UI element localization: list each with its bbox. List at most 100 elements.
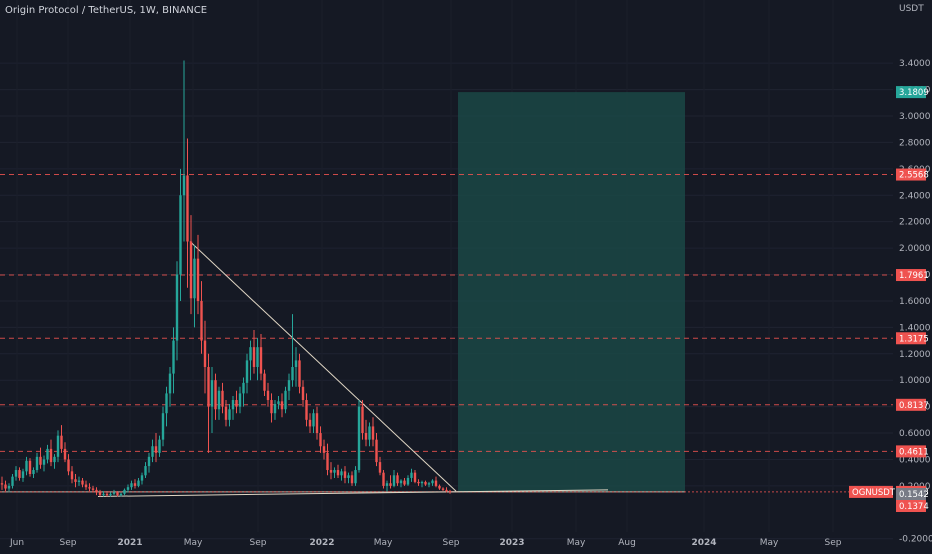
candle	[88, 483, 91, 492]
price-tag: 0.8137	[896, 398, 929, 411]
price-tag-bg	[896, 445, 926, 458]
candle	[182, 60, 186, 242]
candle-body	[42, 459, 46, 465]
candle	[343, 466, 347, 484]
candle-body	[224, 406, 228, 420]
price-tag-bg	[896, 168, 926, 181]
candle	[221, 382, 224, 414]
candle	[413, 470, 417, 484]
candle-body	[375, 439, 378, 463]
candle	[35, 452, 39, 473]
candle-body	[217, 390, 221, 410]
candle	[445, 487, 448, 493]
x-tick-label: May	[374, 538, 393, 548]
candle-body	[319, 433, 322, 447]
candle-body	[88, 487, 91, 489]
candle	[354, 466, 357, 486]
candle	[256, 337, 259, 381]
candle-body	[228, 409, 231, 420]
candle	[420, 480, 424, 488]
candle-body	[116, 492, 119, 496]
candle-body	[172, 340, 175, 374]
price-tags-layer: 3.1809 2.5568 1.7961 1.3175 0.8137 0.4611 0.15…	[849, 86, 929, 512]
candle-body	[277, 401, 280, 404]
candle-body	[312, 413, 315, 427]
candle-body	[399, 480, 403, 484]
candle	[235, 390, 238, 414]
candle	[81, 477, 84, 488]
candle-body	[403, 480, 406, 485]
candle-body	[291, 366, 294, 381]
candle-body	[298, 360, 301, 387]
price-tag: 0.4611	[896, 445, 929, 458]
candle-body	[207, 366, 210, 407]
candle-body	[249, 347, 252, 361]
candle	[151, 439, 154, 463]
candle-body	[196, 258, 200, 301]
candle	[252, 330, 256, 374]
candle	[154, 433, 158, 463]
candle-body	[273, 403, 277, 414]
candle	[249, 340, 252, 381]
candle-body	[396, 475, 399, 484]
symbol-tag-bg	[849, 485, 893, 498]
price-tag: 1.7961	[896, 269, 929, 282]
candle-body	[448, 491, 452, 493]
candle-body	[126, 487, 130, 490]
candle-body	[35, 456, 39, 471]
candle	[441, 487, 445, 492]
x-tick-label: May	[567, 538, 586, 548]
candle-body	[158, 439, 161, 453]
candle	[67, 454, 70, 476]
candle-body	[189, 241, 193, 299]
candle-body	[336, 470, 340, 476]
candle	[217, 386, 221, 420]
candle-body	[361, 406, 364, 434]
candle-body	[263, 373, 266, 391]
price-tag-label: 0.1542	[899, 490, 929, 500]
candle-body	[322, 446, 326, 453]
y-tick-label: 2.0000	[899, 244, 931, 254]
candle	[259, 333, 263, 381]
price-tag: 3.1809	[896, 86, 929, 99]
candle-body	[203, 340, 207, 367]
candle-body	[133, 483, 137, 486]
candle	[399, 479, 403, 488]
candle-body	[368, 426, 371, 440]
candle-body	[382, 472, 385, 486]
candle	[347, 472, 350, 484]
y-tick-label: 0.6000	[899, 429, 931, 439]
candle-body	[389, 483, 392, 486]
candle	[340, 468, 343, 481]
candle	[427, 481, 431, 488]
candle-body	[56, 435, 60, 457]
price-tag-label: 3.1809	[899, 88, 929, 98]
candle-body	[445, 489, 448, 492]
candle	[315, 406, 319, 440]
candle-body	[417, 481, 420, 484]
candle	[74, 473, 77, 488]
candle-body	[270, 400, 273, 414]
support-trendline	[97, 489, 609, 497]
y-tick-label: 1.4000	[899, 323, 931, 333]
candle	[63, 442, 67, 463]
candle	[84, 480, 88, 490]
candle	[389, 475, 392, 489]
price-tag: 0.1374	[896, 500, 929, 512]
candle	[60, 425, 63, 453]
candle	[403, 477, 406, 486]
candle	[210, 366, 214, 434]
x-tick-label: May	[760, 538, 779, 548]
candle-body	[11, 476, 14, 486]
candle-body	[371, 426, 375, 440]
price-tag-bg	[896, 488, 926, 500]
candle-body	[385, 483, 389, 486]
candle	[70, 466, 74, 484]
candle-body	[259, 347, 263, 374]
price-tag-label: 0.4611	[899, 447, 929, 457]
candle	[448, 489, 452, 494]
candle	[102, 491, 105, 497]
candle-body	[340, 471, 343, 476]
